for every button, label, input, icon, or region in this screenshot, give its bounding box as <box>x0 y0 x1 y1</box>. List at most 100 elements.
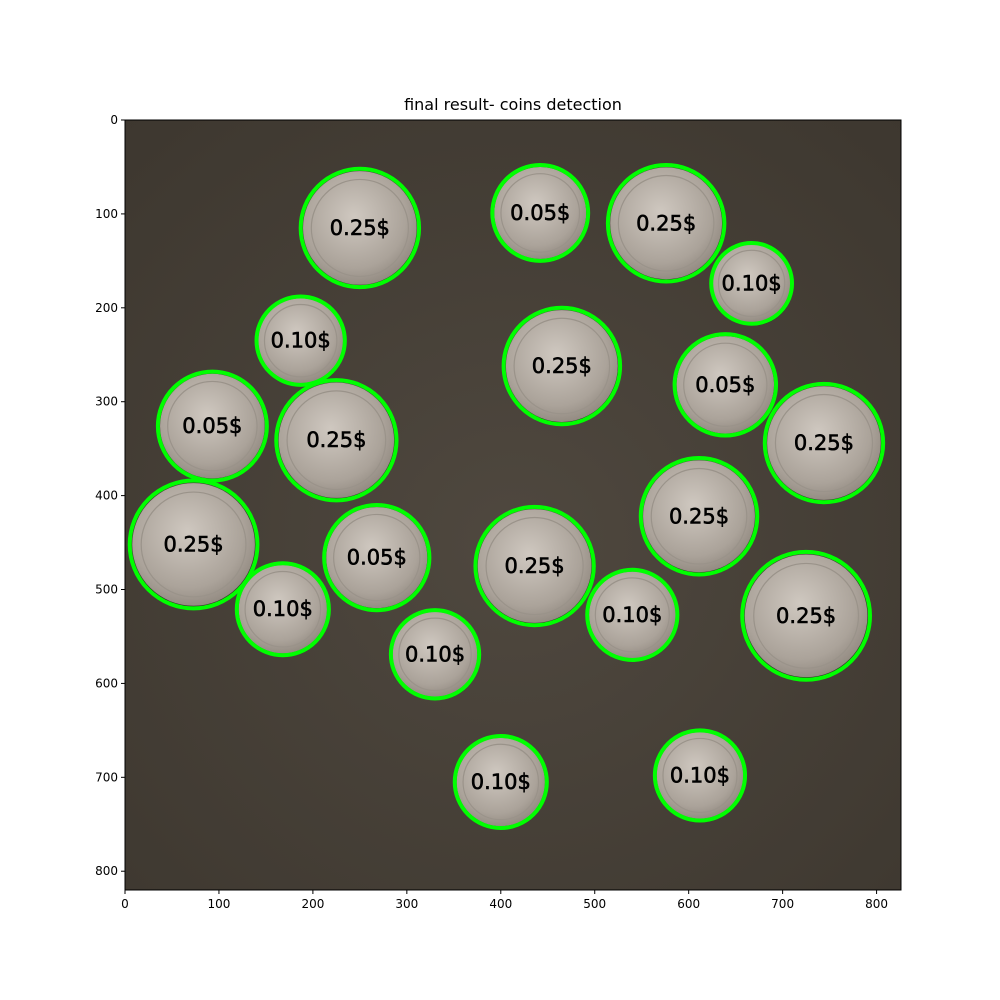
figure-title: final result- coins detection <box>404 95 622 114</box>
coin-value-label: 0.25$ <box>794 431 854 455</box>
x-tick-label: 400 <box>489 897 512 911</box>
y-tick-label: 400 <box>95 489 118 503</box>
x-tick-label: 600 <box>677 897 700 911</box>
detection-circle <box>127 478 260 611</box>
x-tick-label: 500 <box>583 897 606 911</box>
coin-rim <box>286 390 387 491</box>
coin-value-label: 0.10$ <box>722 271 782 295</box>
coin-rim <box>140 491 247 598</box>
detection-circles-layer <box>127 163 886 831</box>
coin-rim <box>717 249 786 318</box>
coin <box>505 310 618 422</box>
coin-value-label: 0.10$ <box>670 763 730 787</box>
detection-circle <box>740 549 872 682</box>
coin-value-label: 0.25$ <box>636 211 696 235</box>
coin-value-label: 0.10$ <box>602 603 662 627</box>
detection-circle <box>234 561 331 658</box>
coin-value-label: 0.25$ <box>776 604 836 628</box>
coin <box>477 509 592 623</box>
coin-value-label: 0.25$ <box>669 504 729 528</box>
coin-rim <box>753 562 860 669</box>
coin-rim <box>513 317 611 415</box>
coin-value-label: 0.25$ <box>164 532 224 556</box>
y-axis: 0 100 200 300 400 500 600 700 800 <box>95 113 125 878</box>
x-tick-label: 700 <box>771 897 794 911</box>
detection-circle <box>322 502 432 613</box>
coin-value-label: 0.05$ <box>182 414 242 438</box>
x-tick-label: 0 <box>121 897 129 911</box>
y-tick-label: 500 <box>95 583 118 597</box>
coin <box>303 171 417 285</box>
y-tick-label: 700 <box>95 770 118 784</box>
coin-rim <box>167 380 258 472</box>
coin-rim <box>485 516 584 616</box>
x-tick-label: 100 <box>207 897 230 911</box>
coin <box>656 732 744 819</box>
coin-value-label: 0.05$ <box>695 373 755 397</box>
coin <box>160 373 265 479</box>
coin-rim <box>594 577 670 653</box>
coin <box>712 244 791 323</box>
x-tick-label: 200 <box>301 897 324 911</box>
coin <box>238 565 328 654</box>
detection-circle <box>605 163 727 284</box>
coin-rim <box>398 617 472 692</box>
detection-circle <box>490 163 591 263</box>
coin-value-label: 0.10$ <box>471 770 531 794</box>
y-tick-label: 300 <box>95 395 118 409</box>
coin-value-label: 0.05$ <box>510 201 570 225</box>
detection-circle <box>762 381 886 505</box>
detection-circle <box>501 305 623 427</box>
coin-labels-layer: 0.25$ 0.05$ 0.25$ 0.10$ 0.10$ 0.25$ 0.05$ 0.05$… <box>163 201 854 795</box>
coin <box>589 571 676 659</box>
y-tick-label: 200 <box>95 301 118 315</box>
detection-circle <box>709 240 795 326</box>
coin <box>744 554 868 678</box>
detection-circle <box>585 567 680 662</box>
coin <box>456 737 545 827</box>
coin <box>610 167 723 280</box>
coin <box>676 336 775 434</box>
coin-value-label: 0.25$ <box>330 216 390 240</box>
y-tick-label: 600 <box>95 676 118 690</box>
coin <box>278 382 395 498</box>
coin-value-label: 0.10$ <box>405 642 465 666</box>
detection-circle <box>298 166 422 290</box>
detection-circle <box>388 608 482 701</box>
coin <box>392 611 478 697</box>
detection-circle <box>672 332 779 438</box>
coin <box>326 507 428 609</box>
coin-value-label: 0.25$ <box>532 354 592 378</box>
coin-rim <box>650 467 748 565</box>
coins-layer <box>132 166 884 830</box>
detection-circle <box>652 728 748 823</box>
y-tick-label: 800 <box>95 864 118 878</box>
coin-rim <box>662 737 738 814</box>
y-tick-label: 0 <box>110 113 118 127</box>
coin-rim <box>774 393 874 493</box>
coin-value-label: 0.25$ <box>306 428 366 452</box>
coin <box>643 460 755 573</box>
x-tick-label: 800 <box>865 897 888 911</box>
coin-value-label: 0.10$ <box>271 329 331 353</box>
detection-circle <box>155 369 269 483</box>
coin-rim <box>263 303 338 378</box>
coin-value-label: 0.25$ <box>505 554 565 578</box>
coin-rim <box>500 173 581 253</box>
coin-rim <box>617 174 715 272</box>
detection-circle <box>254 294 347 387</box>
coin-rim <box>310 178 409 278</box>
coin-rim <box>244 570 322 648</box>
axes-frame <box>124 119 902 891</box>
coin <box>258 298 344 384</box>
y-tick-label: 100 <box>95 207 118 221</box>
detection-circle <box>473 504 596 628</box>
detection-circle <box>452 733 549 831</box>
image-area: 0.25$ 0.05$ 0.25$ 0.10$ 0.10$ 0.25$ 0.05$ 0.05$… <box>124 119 902 891</box>
x-tick-label: 300 <box>395 897 418 911</box>
coin <box>767 386 881 500</box>
detection-circle <box>274 378 399 503</box>
coin-rim <box>333 513 421 602</box>
coin-value-label: 0.10$ <box>253 597 313 621</box>
